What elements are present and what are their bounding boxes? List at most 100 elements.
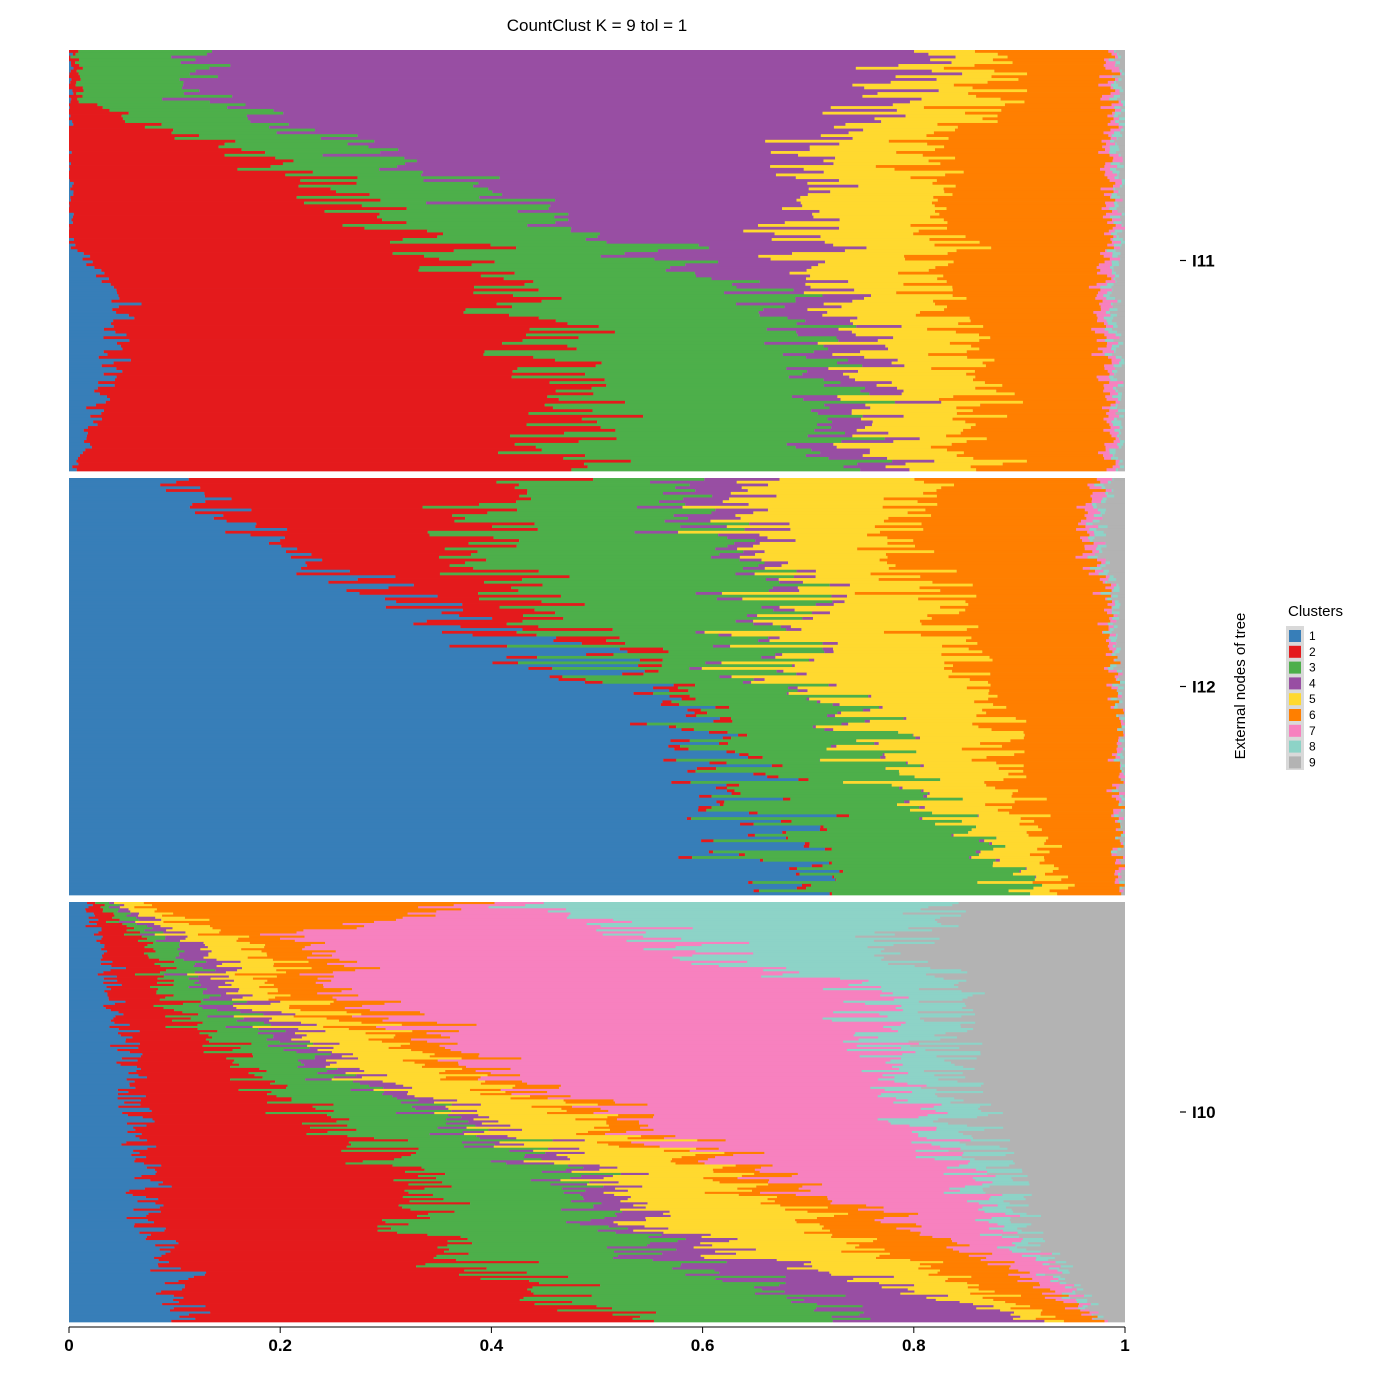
bar-segment-cluster-9 — [1123, 808, 1125, 812]
bar-segment-cluster-1 — [69, 867, 790, 871]
bar-segment-cluster-2 — [76, 468, 572, 472]
bar-segment-cluster-2 — [138, 1074, 255, 1077]
bar-segment-cluster-5 — [853, 1277, 948, 1281]
bar-segment-cluster-6 — [875, 1256, 987, 1260]
bar-segment-cluster-7 — [1111, 358, 1121, 362]
bar-segment-cluster-6 — [879, 1254, 969, 1258]
bar-segment-cluster-1 — [69, 1238, 146, 1241]
bar-segment-cluster-9 — [1011, 1177, 1125, 1180]
bar-segment-cluster-6 — [265, 944, 311, 947]
bar-segment-cluster-8 — [846, 1049, 926, 1052]
bar-segment-cluster-9 — [1122, 69, 1125, 73]
bar-segment-cluster-1 — [69, 52, 73, 56]
bar-segment-cluster-5 — [993, 847, 1038, 851]
bar-segment-cluster-4 — [761, 605, 780, 610]
bar-segment-cluster-2 — [819, 828, 828, 832]
bar-segment-cluster-6 — [1034, 819, 1115, 824]
bar-segment-cluster-8 — [1112, 644, 1116, 648]
bar-segment-cluster-6 — [713, 1170, 760, 1174]
bar-segment-cluster-9 — [902, 912, 1125, 915]
bar-segment-cluster-8 — [1107, 480, 1111, 484]
bar-segment-cluster-8 — [964, 1185, 990, 1188]
bar-segment-cluster-1 — [69, 1240, 176, 1243]
bar-segment-cluster-8 — [1089, 528, 1097, 532]
bar-segment-cluster-9 — [1119, 678, 1125, 682]
bar-segment-cluster-4 — [136, 923, 155, 926]
bar-segment-cluster-9 — [910, 1044, 1125, 1048]
bar-segment-cluster-3 — [437, 235, 598, 239]
bar-segment-cluster-8 — [1115, 468, 1119, 472]
bar-segment-cluster-1 — [69, 483, 161, 487]
bar-segment-cluster-4 — [227, 106, 831, 110]
bar-segment-cluster-4 — [860, 468, 910, 472]
bar-segment-cluster-3 — [503, 277, 712, 281]
bar-segment-cluster-3 — [95, 902, 110, 905]
bar-segment-cluster-6 — [913, 232, 1105, 236]
bar-segment-cluster-8 — [1107, 597, 1112, 601]
bar-segment-cluster-6 — [887, 561, 1102, 565]
bar-segment-cluster-4 — [649, 1242, 701, 1245]
bar-segment-cluster-5 — [382, 1080, 486, 1083]
bar-segment-cluster-2 — [110, 1019, 173, 1023]
bar-segment-cluster-7 — [1104, 173, 1118, 177]
bar-segment-cluster-6 — [1058, 867, 1119, 871]
bar-segment-cluster-6 — [286, 971, 333, 974]
bar-segment-cluster-6 — [695, 1154, 734, 1157]
bar-segment-cluster-5 — [893, 1275, 972, 1279]
bar-segment-cluster-2 — [839, 869, 844, 874]
bar-segment-cluster-6 — [1052, 869, 1116, 874]
bar-segment-cluster-8 — [1086, 522, 1093, 526]
bar-segment-cluster-2 — [72, 52, 76, 56]
bar-segment-cluster-1 — [69, 1143, 122, 1146]
bar-segment-cluster-4 — [565, 1168, 600, 1172]
bar-segment-cluster-4 — [155, 939, 181, 943]
bar-segment-cluster-4 — [200, 983, 232, 987]
bar-segment-cluster-7 — [1111, 434, 1117, 438]
bar-segment-cluster-4 — [828, 456, 888, 461]
bar-segment-cluster-7 — [1008, 1273, 1037, 1277]
bar-segment-cluster-3 — [327, 1130, 463, 1134]
bar-segment-cluster-9 — [920, 1017, 1125, 1020]
bar-segment-cluster-9 — [1120, 661, 1125, 665]
bar-segment-cluster-9 — [966, 979, 1125, 983]
bar-segment-cluster-6 — [936, 494, 1091, 498]
bar-segment-cluster-7 — [1078, 1303, 1091, 1306]
bar-segment-cluster-4 — [816, 1303, 974, 1306]
bar-segment-cluster-5 — [924, 806, 1013, 810]
bar-segment-cluster-5 — [906, 717, 1016, 721]
bar-segment-cluster-2 — [205, 1305, 597, 1308]
bar-segment-cluster-7 — [1105, 489, 1112, 493]
bar-segment-cluster-6 — [987, 80, 1108, 85]
bar-segment-cluster-8 — [1111, 653, 1116, 657]
bar-segment-cluster-5 — [670, 1214, 834, 1218]
bar-segment-cluster-9 — [1122, 125, 1125, 129]
bar-segment-cluster-6 — [943, 66, 1106, 70]
bar-segment-cluster-9 — [1122, 198, 1125, 202]
bar-segment-cluster-4 — [620, 1172, 649, 1176]
bar-segment-cluster-7 — [436, 910, 548, 913]
bar-segment-cluster-1 — [69, 80, 71, 85]
bar-segment-cluster-6 — [1026, 719, 1121, 723]
bar-segment-cluster-9 — [1028, 1181, 1125, 1184]
bar-segment-cluster-7 — [294, 939, 627, 943]
bar-segment-cluster-2 — [93, 933, 125, 936]
bar-segment-cluster-6 — [212, 927, 357, 930]
bar-segment-cluster-5 — [208, 954, 268, 957]
bar-segment-cluster-9 — [1116, 207, 1125, 211]
bar-segment-cluster-4 — [840, 381, 892, 385]
bar-segment-cluster-7 — [1117, 728, 1118, 732]
bar-segment-cluster-3 — [706, 808, 910, 812]
bar-segment-cluster-3 — [282, 162, 406, 166]
bar-segment-cluster-2 — [141, 1175, 418, 1178]
bar-segment-cluster-9 — [1120, 131, 1125, 135]
bar-segment-cluster-4 — [786, 692, 789, 696]
bar-segment-cluster-9 — [937, 920, 1125, 924]
legend-label-4: 4 — [1309, 676, 1316, 690]
bar-segment-cluster-5 — [871, 423, 976, 427]
bar-segment-cluster-9 — [961, 1156, 1125, 1159]
bar-segment-cluster-1 — [69, 864, 812, 868]
bar-segment-cluster-1 — [69, 925, 86, 928]
bar-segment-cluster-4 — [398, 148, 810, 152]
bar-segment-cluster-8 — [1114, 658, 1117, 662]
bar-segment-cluster-1 — [69, 282, 111, 287]
